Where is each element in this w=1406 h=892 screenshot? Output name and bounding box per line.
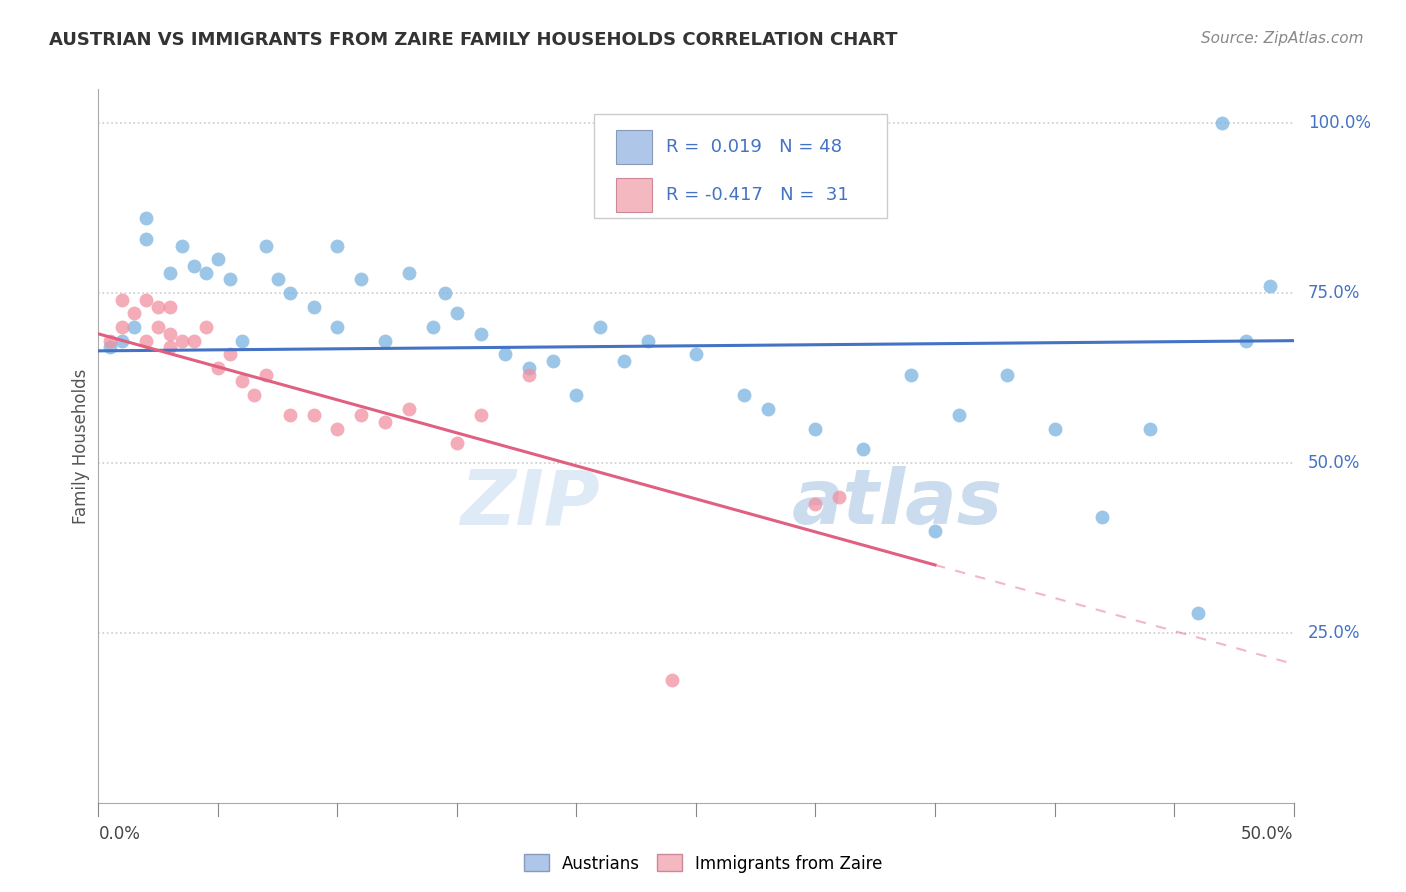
Point — [172, 334, 194, 348]
Point — [1187, 606, 1209, 620]
Point — [194, 266, 217, 280]
Point — [733, 388, 755, 402]
Point — [98, 334, 122, 348]
Y-axis label: Family Households: Family Households — [72, 368, 90, 524]
Point — [159, 266, 181, 280]
Point — [207, 360, 229, 375]
Point — [494, 347, 516, 361]
Point — [278, 286, 301, 301]
Point — [398, 401, 420, 416]
Point — [541, 354, 564, 368]
Point — [398, 266, 420, 280]
Point — [685, 347, 707, 361]
Point — [924, 524, 946, 538]
Point — [183, 259, 205, 273]
Point — [1258, 279, 1281, 293]
Bar — [616, 178, 652, 212]
Point — [470, 409, 492, 423]
Point — [278, 409, 301, 423]
Point — [1091, 510, 1114, 524]
Point — [446, 435, 468, 450]
Point — [374, 415, 396, 429]
Text: 100.0%: 100.0% — [1308, 114, 1371, 132]
Text: atlas: atlas — [792, 467, 1002, 540]
Point — [1139, 422, 1161, 436]
Point — [159, 341, 181, 355]
Point — [446, 306, 468, 320]
Point — [231, 375, 253, 389]
Point — [135, 211, 157, 226]
Point — [517, 360, 540, 375]
Point — [517, 368, 540, 382]
Point — [948, 409, 970, 423]
Point — [900, 368, 922, 382]
Point — [148, 300, 170, 314]
Point — [254, 368, 277, 382]
Point — [219, 347, 242, 361]
Point — [637, 334, 659, 348]
Point — [804, 497, 827, 511]
Point — [135, 293, 157, 307]
Point — [194, 320, 217, 334]
Point — [995, 368, 1018, 382]
Text: 25.0%: 25.0% — [1308, 624, 1361, 642]
Bar — [595, 114, 887, 218]
Point — [111, 334, 134, 348]
Point — [433, 286, 456, 301]
Point — [828, 490, 851, 504]
Point — [219, 272, 242, 286]
Point — [1043, 422, 1066, 436]
Text: Source: ZipAtlas.com: Source: ZipAtlas.com — [1201, 31, 1364, 46]
Point — [350, 272, 373, 286]
Point — [1211, 116, 1233, 130]
Text: 0.0%: 0.0% — [98, 825, 141, 843]
Point — [111, 293, 134, 307]
Point — [159, 300, 181, 314]
Point — [374, 334, 396, 348]
Point — [267, 272, 290, 286]
Point — [470, 326, 492, 341]
Text: 50.0%: 50.0% — [1308, 454, 1360, 472]
Point — [172, 238, 194, 252]
Point — [326, 422, 349, 436]
Text: 75.0%: 75.0% — [1308, 284, 1360, 302]
Point — [804, 422, 827, 436]
Point — [159, 326, 181, 341]
Point — [326, 320, 349, 334]
Point — [852, 442, 875, 457]
Legend: Austrians, Immigrants from Zaire: Austrians, Immigrants from Zaire — [517, 847, 889, 880]
Point — [326, 238, 349, 252]
Point — [148, 320, 170, 334]
Point — [1234, 334, 1257, 348]
Text: 50.0%: 50.0% — [1241, 825, 1294, 843]
Bar — [616, 130, 652, 164]
Point — [302, 409, 325, 423]
Point — [231, 334, 253, 348]
Text: R = -0.417   N =  31: R = -0.417 N = 31 — [666, 186, 849, 204]
Text: ZIP: ZIP — [461, 467, 600, 540]
Point — [565, 388, 588, 402]
Point — [613, 354, 636, 368]
Point — [111, 320, 134, 334]
Point — [756, 401, 779, 416]
Point — [254, 238, 277, 252]
Text: AUSTRIAN VS IMMIGRANTS FROM ZAIRE FAMILY HOUSEHOLDS CORRELATION CHART: AUSTRIAN VS IMMIGRANTS FROM ZAIRE FAMILY… — [49, 31, 897, 49]
Point — [124, 306, 146, 320]
Text: R =  0.019   N = 48: R = 0.019 N = 48 — [666, 138, 842, 156]
Point — [135, 334, 157, 348]
Point — [124, 320, 146, 334]
Point — [302, 300, 325, 314]
Point — [243, 388, 266, 402]
Point — [589, 320, 612, 334]
Point — [135, 232, 157, 246]
Point — [183, 334, 205, 348]
Point — [98, 341, 122, 355]
Point — [350, 409, 373, 423]
Point — [422, 320, 444, 334]
Point — [207, 252, 229, 266]
Point — [661, 673, 683, 688]
